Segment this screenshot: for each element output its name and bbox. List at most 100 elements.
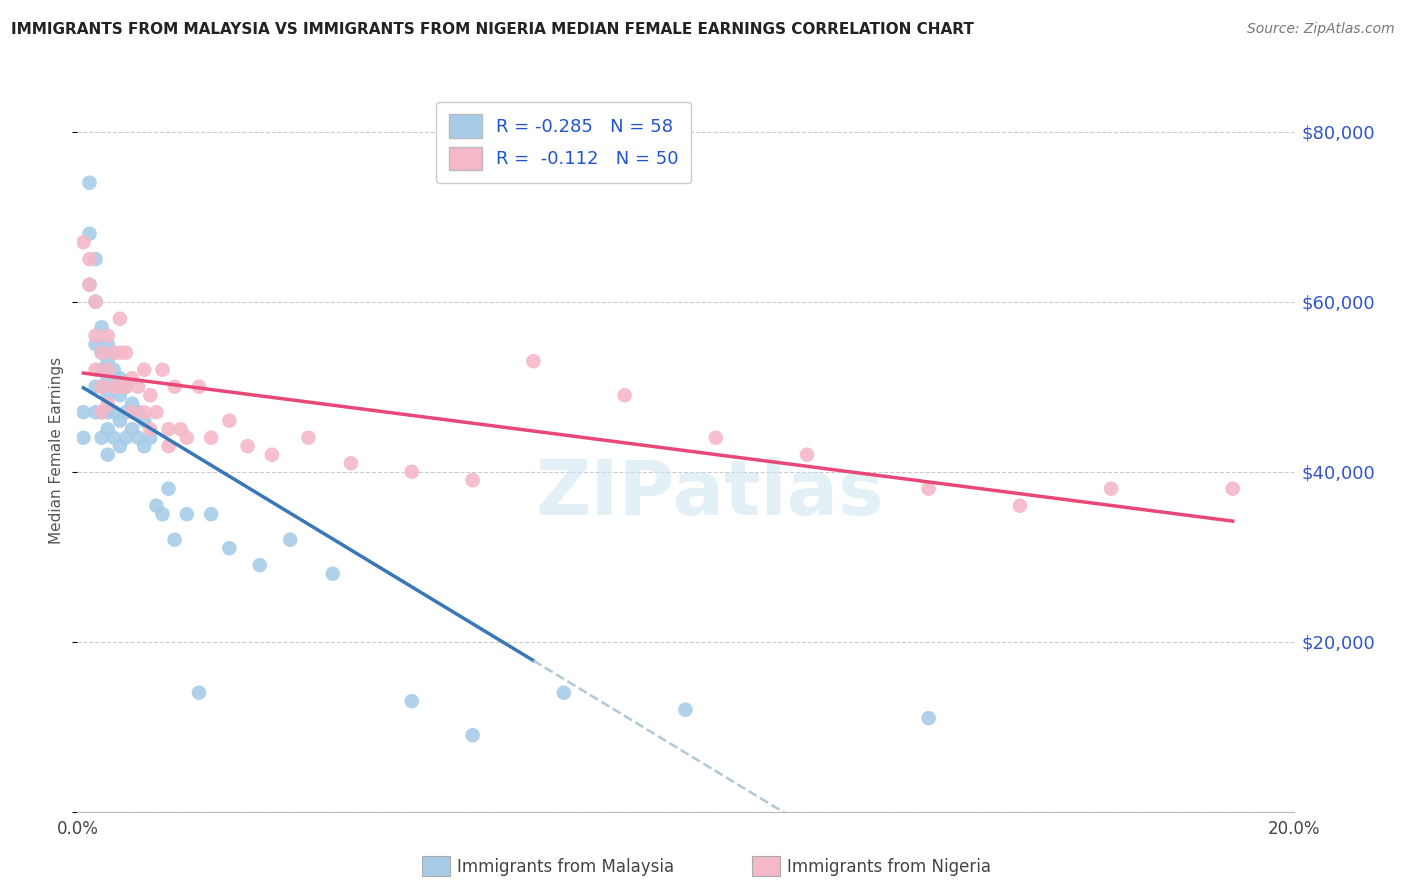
Point: [97, 388, 120, 402]
Point: [139, 388, 162, 402]
Y-axis label: Median Female Earnings: Median Female Earnings: [49, 357, 65, 544]
Text: IMMIGRANTS FROM MALAYSIA VS IMMIGRANTS FROM NIGERIA MEDIAN FEMALE EARNINGS CORRE: IMMIGRANTS FROM MALAYSIA VS IMMIGRANTS F…: [11, 22, 974, 37]
Point: [127, 431, 149, 445]
Point: [157, 422, 180, 436]
Text: Source: ZipAtlas.com: Source: ZipAtlas.com: [1247, 22, 1395, 37]
Point: [152, 507, 174, 521]
Point: [108, 414, 131, 428]
Point: [72, 405, 94, 419]
Point: [90, 362, 112, 376]
Point: [121, 405, 143, 419]
Point: [157, 482, 180, 496]
Point: [522, 354, 544, 368]
Point: [340, 456, 363, 470]
Point: [97, 328, 120, 343]
Point: [139, 431, 162, 445]
Point: [121, 397, 143, 411]
Point: [90, 380, 112, 394]
Point: [108, 371, 131, 385]
Point: [134, 405, 156, 419]
Point: [72, 235, 94, 250]
Point: [461, 728, 484, 742]
Point: [176, 431, 198, 445]
Point: [152, 362, 174, 376]
Point: [163, 533, 186, 547]
Point: [84, 252, 107, 267]
Point: [84, 362, 107, 376]
Point: [97, 337, 120, 351]
Point: [97, 405, 120, 419]
Point: [218, 414, 240, 428]
Point: [115, 405, 138, 419]
Point: [84, 337, 107, 351]
Point: [796, 448, 818, 462]
Point: [134, 439, 156, 453]
Point: [90, 405, 112, 419]
Point: [90, 405, 112, 419]
Point: [72, 431, 94, 445]
Point: [97, 397, 120, 411]
Point: [103, 345, 125, 359]
Point: [115, 431, 138, 445]
Point: [115, 380, 138, 394]
Point: [103, 405, 125, 419]
Point: [260, 448, 283, 462]
Text: Immigrants from Nigeria: Immigrants from Nigeria: [787, 858, 991, 876]
Point: [108, 345, 131, 359]
Point: [127, 405, 149, 419]
Point: [84, 294, 107, 309]
Point: [97, 448, 120, 462]
Point: [918, 711, 941, 725]
Point: [108, 380, 131, 394]
Point: [90, 431, 112, 445]
Point: [97, 371, 120, 385]
Point: [134, 362, 156, 376]
Point: [1008, 499, 1031, 513]
Point: [103, 380, 125, 394]
Point: [103, 362, 125, 376]
Point: [84, 405, 107, 419]
Text: Immigrants from Malaysia: Immigrants from Malaysia: [457, 858, 673, 876]
Point: [103, 345, 125, 359]
Point: [108, 311, 131, 326]
Point: [90, 320, 112, 334]
Point: [108, 439, 131, 453]
Point: [103, 380, 125, 394]
Point: [322, 566, 344, 581]
Point: [90, 380, 112, 394]
Point: [97, 354, 120, 368]
Point: [145, 499, 167, 513]
Point: [115, 380, 138, 394]
Point: [188, 380, 211, 394]
Point: [84, 380, 107, 394]
Point: [170, 422, 193, 436]
Point: [176, 507, 198, 521]
Point: [84, 328, 107, 343]
Point: [297, 431, 319, 445]
Point: [401, 465, 423, 479]
Point: [127, 380, 149, 394]
Point: [1099, 482, 1122, 496]
Point: [139, 422, 162, 436]
Point: [1222, 482, 1244, 496]
Point: [121, 422, 143, 436]
Point: [84, 294, 107, 309]
Point: [461, 473, 484, 487]
Point: [115, 345, 138, 359]
Point: [79, 277, 101, 292]
Point: [145, 405, 167, 419]
Point: [108, 388, 131, 402]
Point: [79, 227, 101, 241]
Point: [553, 686, 575, 700]
Point: [401, 694, 423, 708]
Legend: R = -0.285   N = 58, R =  -0.112   N = 50: R = -0.285 N = 58, R = -0.112 N = 50: [436, 102, 692, 183]
Point: [163, 380, 186, 394]
Point: [278, 533, 301, 547]
Point: [236, 439, 259, 453]
Point: [121, 371, 143, 385]
Point: [79, 277, 101, 292]
Point: [675, 703, 697, 717]
Point: [90, 345, 112, 359]
Point: [704, 431, 727, 445]
Point: [200, 507, 222, 521]
